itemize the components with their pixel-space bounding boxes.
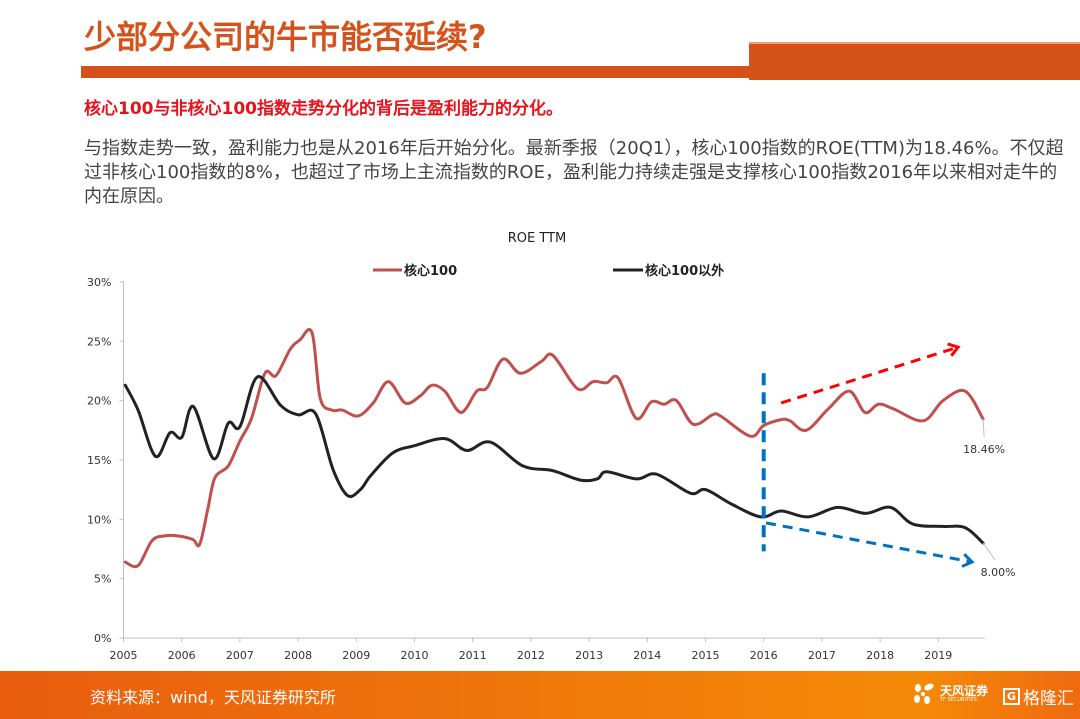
x-tick-label: 2013 xyxy=(575,649,603,662)
y-tick-label: 15% xyxy=(87,454,111,467)
gelonghui-logo: G 格隆汇 xyxy=(1003,684,1074,709)
tf-securities-logo: 天风证券 TF SECURITIES xyxy=(912,683,988,705)
x-tick-label: 2010 xyxy=(401,649,429,662)
uptrend-arrow-head xyxy=(947,342,961,357)
body-paragraph: 与指数走势一致，盈利能力也是从2016年后开始分化。最新季报（20Q1），核心1… xyxy=(84,138,1064,207)
y-tick-label: 10% xyxy=(87,513,111,526)
x-tick-label: 2007 xyxy=(226,649,254,662)
downtrend-arrow-line xyxy=(765,521,973,564)
legend-label-noncore: 核心100以外 xyxy=(645,263,724,279)
x-tick-label: 2012 xyxy=(517,649,545,662)
plot-area: 18.46% 8.00% xyxy=(123,328,1016,579)
legend: 核心100 核心100以外 xyxy=(373,263,724,279)
tf-flower-icon xyxy=(914,683,934,704)
chart-title: ROE TTM xyxy=(508,231,566,246)
gelonghui-mark-icon: G xyxy=(1003,688,1020,705)
x-tick-label: 2009 xyxy=(342,649,370,662)
key-point-subtitle: 核心100与非核心100指数走势分化的背后是盈利能力的分化。 xyxy=(84,99,563,119)
gelonghui-name: 格隆汇 xyxy=(1023,689,1074,709)
data-label-core100-latest: 18.46% xyxy=(963,443,1005,456)
footer-bar xyxy=(0,671,1080,719)
downtrend-arrow-head xyxy=(961,553,975,568)
data-label-leader xyxy=(982,418,985,437)
x-tick-label: 2005 xyxy=(110,649,138,662)
title-accent-bar xyxy=(749,42,1080,80)
x-tick-label: 2006 xyxy=(168,649,196,662)
x-tick-label: 2011 xyxy=(459,649,487,662)
data-label-noncore-latest: 8.00% xyxy=(981,566,1016,579)
tf-logo-name: 天风证券 xyxy=(940,684,989,698)
uptrend-arrow-line xyxy=(780,345,959,405)
x-tick-label: 2008 xyxy=(284,649,312,662)
page-title: 少部分公司的牛市能否延续? xyxy=(84,18,487,56)
tf-logo-sub: TF SECURITIES xyxy=(940,697,977,703)
x-tick-label: 2018 xyxy=(866,649,894,662)
y-tick-label: 30% xyxy=(87,276,111,289)
source-note: 资料来源：wind，天风证券研究所 xyxy=(90,688,336,707)
x-tick-label: 2015 xyxy=(692,649,720,662)
y-tick-label: 0% xyxy=(94,632,111,645)
series-line-noncore xyxy=(123,375,985,545)
title-underline-bar xyxy=(81,66,751,78)
y-tick-label: 5% xyxy=(94,573,111,586)
legend-label-core100: 核心100 xyxy=(404,263,457,279)
series-line-core100 xyxy=(123,328,985,569)
y-tick-label: 25% xyxy=(87,335,111,348)
data-label-leader xyxy=(982,542,996,561)
x-tick-label: 2014 xyxy=(633,649,661,662)
x-tick-label: 2017 xyxy=(808,649,836,662)
x-tick-label: 2016 xyxy=(750,649,778,662)
x-tick-label: 2019 xyxy=(924,649,952,662)
axes: 0% 5% 10% 15% 20% 25% 30% 2005 2006 2007 2008 2009 2… xyxy=(87,276,985,662)
y-tick-label: 20% xyxy=(87,395,111,408)
